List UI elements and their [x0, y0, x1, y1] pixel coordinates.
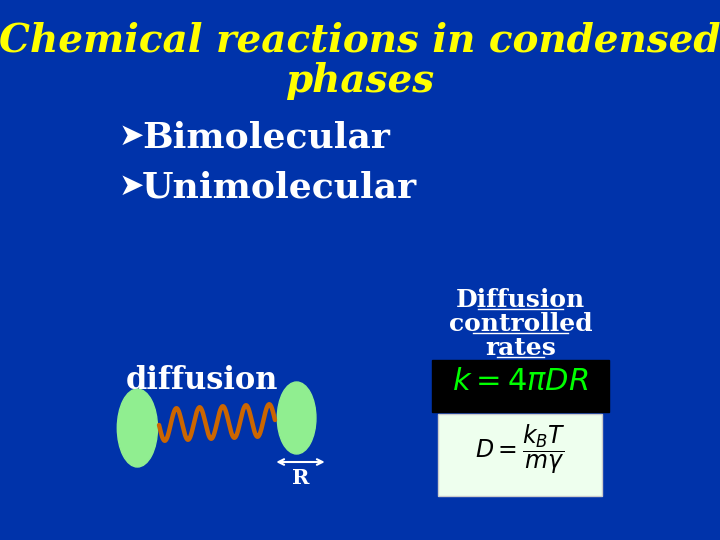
- Text: ➤: ➤: [119, 122, 144, 151]
- FancyBboxPatch shape: [438, 414, 602, 496]
- Text: rates: rates: [485, 336, 557, 360]
- Text: $D = \dfrac{k_B T}{m\gamma}$: $D = \dfrac{k_B T}{m\gamma}$: [474, 422, 565, 476]
- Text: Unimolecular: Unimolecular: [142, 170, 417, 204]
- Text: controlled: controlled: [449, 312, 593, 336]
- Text: Chemical reactions in condensed: Chemical reactions in condensed: [0, 22, 720, 60]
- Text: Diffusion: Diffusion: [456, 288, 585, 312]
- Ellipse shape: [277, 382, 316, 454]
- Text: Bimolecular: Bimolecular: [142, 120, 390, 154]
- Text: ➤: ➤: [119, 172, 144, 201]
- Ellipse shape: [117, 389, 158, 467]
- Text: R: R: [292, 468, 309, 488]
- Text: phases: phases: [285, 62, 435, 100]
- FancyBboxPatch shape: [432, 360, 609, 412]
- Text: diffusion: diffusion: [125, 365, 278, 396]
- Text: $k = 4\pi DR$: $k = 4\pi DR$: [452, 366, 589, 397]
